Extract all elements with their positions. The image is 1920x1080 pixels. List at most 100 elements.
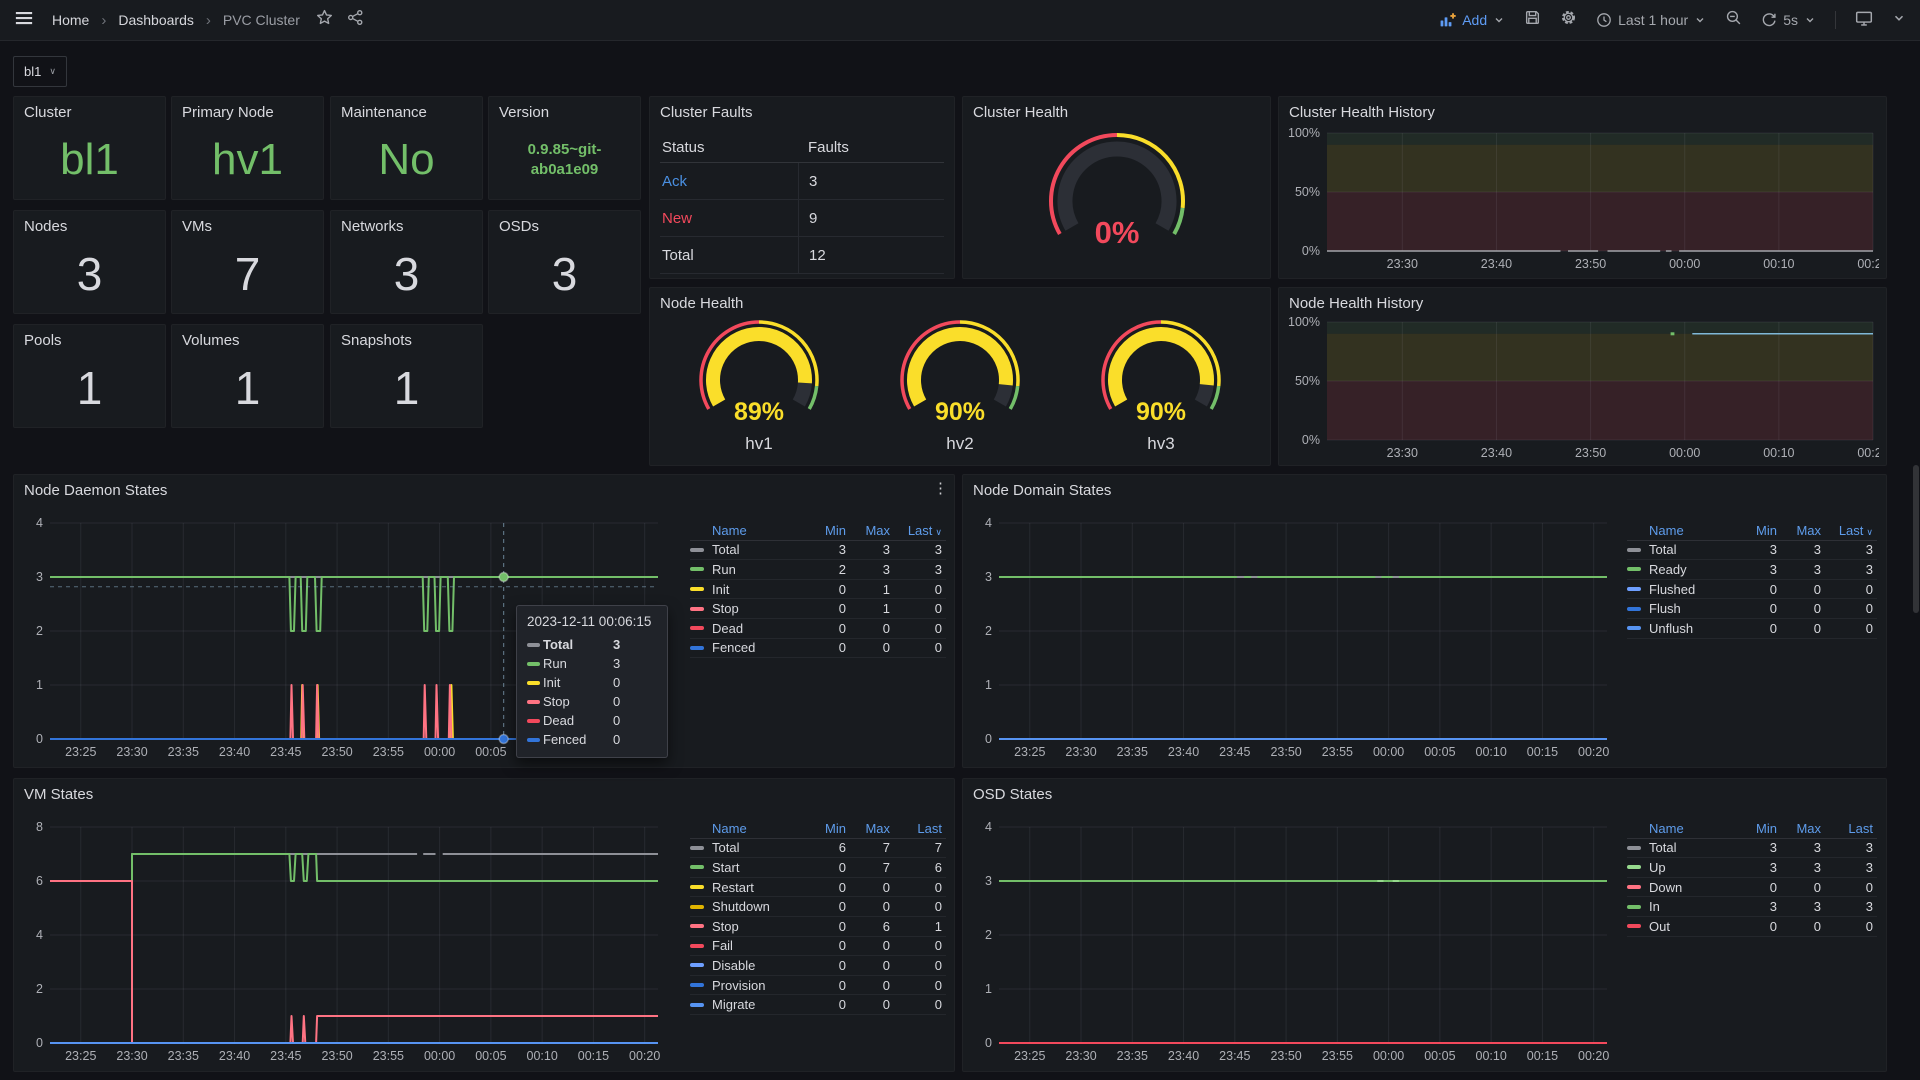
panel-title[interactable]: VMs [182,218,212,235]
svg-text:0: 0 [985,732,992,746]
legend-row[interactable]: Run233 [690,560,946,580]
refresh-controls[interactable]: 5s [1761,12,1816,28]
osd-states-legend: NameMinMaxLastTotal333Up333Down000In333O… [1627,819,1877,937]
panel-menu-icon[interactable]: ⋮ [933,479,948,497]
save-icon[interactable] [1524,9,1541,31]
tv-mode-icon[interactable] [1855,9,1873,32]
legend-row[interactable]: Start076 [690,858,946,878]
legend-row[interactable]: In333 [1627,897,1877,917]
panel-title[interactable]: Cluster Faults [660,104,753,121]
gauge-label: hv2 [946,434,973,454]
series-color-swatch [690,646,704,650]
panel-title[interactable]: Volumes [182,332,240,349]
svg-text:0%: 0% [1095,215,1140,250]
svg-text:100%: 100% [1288,126,1320,140]
svg-text:6: 6 [36,874,43,888]
cluster-health-gauge: 0% [1017,131,1217,255]
osd-states-chart[interactable]: 23:2523:3023:3523:4023:4523:5023:5500:00… [971,813,1621,1065]
refresh-interval: 5s [1783,12,1798,28]
panel-title[interactable]: Networks [341,218,404,235]
legend-row[interactable]: Restart000 [690,878,946,898]
faults-table-row: Ack3 [660,163,944,200]
legend-row[interactable]: Fenced000 [690,639,946,659]
panel-title[interactable]: Version [499,104,549,121]
cluster-health-history-panel: Cluster Health History 23:3023:4023:5000… [1278,96,1887,279]
panel-title[interactable]: Node Health [660,295,743,312]
legend-row[interactable]: Up333 [1627,858,1877,878]
panel-title[interactable]: VM States [24,786,93,803]
legend-row[interactable]: Flush000 [1627,599,1877,619]
panel-title[interactable]: Cluster Health History [1289,104,1435,121]
breadcrumb-separator: › [99,12,108,29]
vm-states-chart[interactable]: 23:2523:3023:3523:4023:4523:5023:5500:00… [22,813,672,1065]
stat-panel-networks: Networks 3 [330,210,483,314]
time-range-picker[interactable]: Last 1 hour [1596,12,1706,28]
legend-row[interactable]: Shutdown000 [690,897,946,917]
chevron-down-icon: ∨ [49,66,56,77]
series-color-swatch [1627,567,1641,571]
legend-row[interactable]: Ready333 [1627,560,1877,580]
panel-title[interactable]: Maintenance [341,104,427,121]
svg-text:00:20: 00:20 [1857,446,1879,460]
legend-row[interactable]: Disable000 [690,956,946,976]
panel-title[interactable]: Node Domain States [973,482,1111,499]
node-health-history-chart[interactable]: 23:3023:4023:5000:0000:1000:200%50%100% [1287,314,1879,462]
panel-title[interactable]: Node Daemon States [24,482,167,499]
series-color-swatch [1627,905,1641,909]
legend-row[interactable]: Provision000 [690,976,946,996]
legend-row[interactable]: Flushed000 [1627,580,1877,600]
svg-text:00:10: 00:10 [527,1049,558,1063]
svg-text:23:45: 23:45 [1219,1049,1250,1063]
panel-title[interactable]: Cluster Health [973,104,1068,121]
panel-title[interactable]: Pools [24,332,62,349]
svg-text:1: 1 [36,678,43,692]
svg-text:23:30: 23:30 [1065,1049,1096,1063]
legend-row[interactable]: Fail000 [690,937,946,957]
series-color-swatch [1627,885,1641,889]
share-icon[interactable] [347,9,364,31]
node-domain-chart[interactable]: 23:2523:3023:3523:4023:4523:5023:5500:00… [971,509,1621,761]
panel-title[interactable]: Cluster [24,104,72,121]
legend-row[interactable]: Total333 [690,541,946,561]
breadcrumb-dashboards[interactable]: Dashboards [118,12,194,28]
chevron-down-icon [1694,14,1706,26]
menu-icon[interactable] [14,8,34,33]
stat-value: hv1 [172,127,323,193]
legend-row[interactable]: Dead000 [690,619,946,639]
zoom-out-icon[interactable] [1725,9,1742,31]
legend-row[interactable]: Out000 [1627,917,1877,937]
svg-text:1: 1 [985,982,992,996]
legend-row[interactable]: Stop061 [690,917,946,937]
star-icon[interactable] [316,9,333,31]
panel-title[interactable]: Node Health History [1289,295,1423,312]
legend-row[interactable]: Init010 [690,580,946,600]
svg-text:2: 2 [985,624,992,638]
svg-text:00:15: 00:15 [1527,745,1558,759]
panel-title[interactable]: Snapshots [341,332,412,349]
stat-value: 7 [172,241,323,307]
scrollbar-thumb[interactable] [1913,465,1919,613]
legend-row[interactable]: Unflush000 [1627,619,1877,639]
panel-title[interactable]: OSDs [499,218,539,235]
top-nav-bar: Home › Dashboards › PVC Cluster Add Last… [0,0,1920,41]
settings-gear-icon[interactable] [1560,9,1577,31]
legend-row[interactable]: Total333 [1627,839,1877,859]
legend-row[interactable]: Migrate000 [690,995,946,1015]
panel-title[interactable]: Nodes [24,218,67,235]
legend-row[interactable]: Stop010 [690,599,946,619]
svg-text:00:10: 00:10 [1476,745,1507,759]
svg-text:00:05: 00:05 [475,1049,506,1063]
panel-title[interactable]: Primary Node [182,104,274,121]
cluster-health-history-chart[interactable]: 23:3023:4023:5000:0000:1000:200%50%100% [1287,125,1879,273]
breadcrumb-home[interactable]: Home [52,12,89,28]
legend-row[interactable]: Down000 [1627,878,1877,898]
legend-row[interactable]: Total677 [690,839,946,859]
panel-title[interactable]: OSD States [973,786,1052,803]
svg-text:23:25: 23:25 [1014,745,1045,759]
chevron-down-icon [1804,14,1816,26]
variable-dropdown-cluster[interactable]: bl1 ∨ [13,56,67,87]
add-button[interactable]: Add [1439,12,1505,29]
svg-text:23:25: 23:25 [65,1049,96,1063]
chevron-down-icon[interactable] [1892,11,1906,30]
legend-row[interactable]: Total333 [1627,541,1877,561]
